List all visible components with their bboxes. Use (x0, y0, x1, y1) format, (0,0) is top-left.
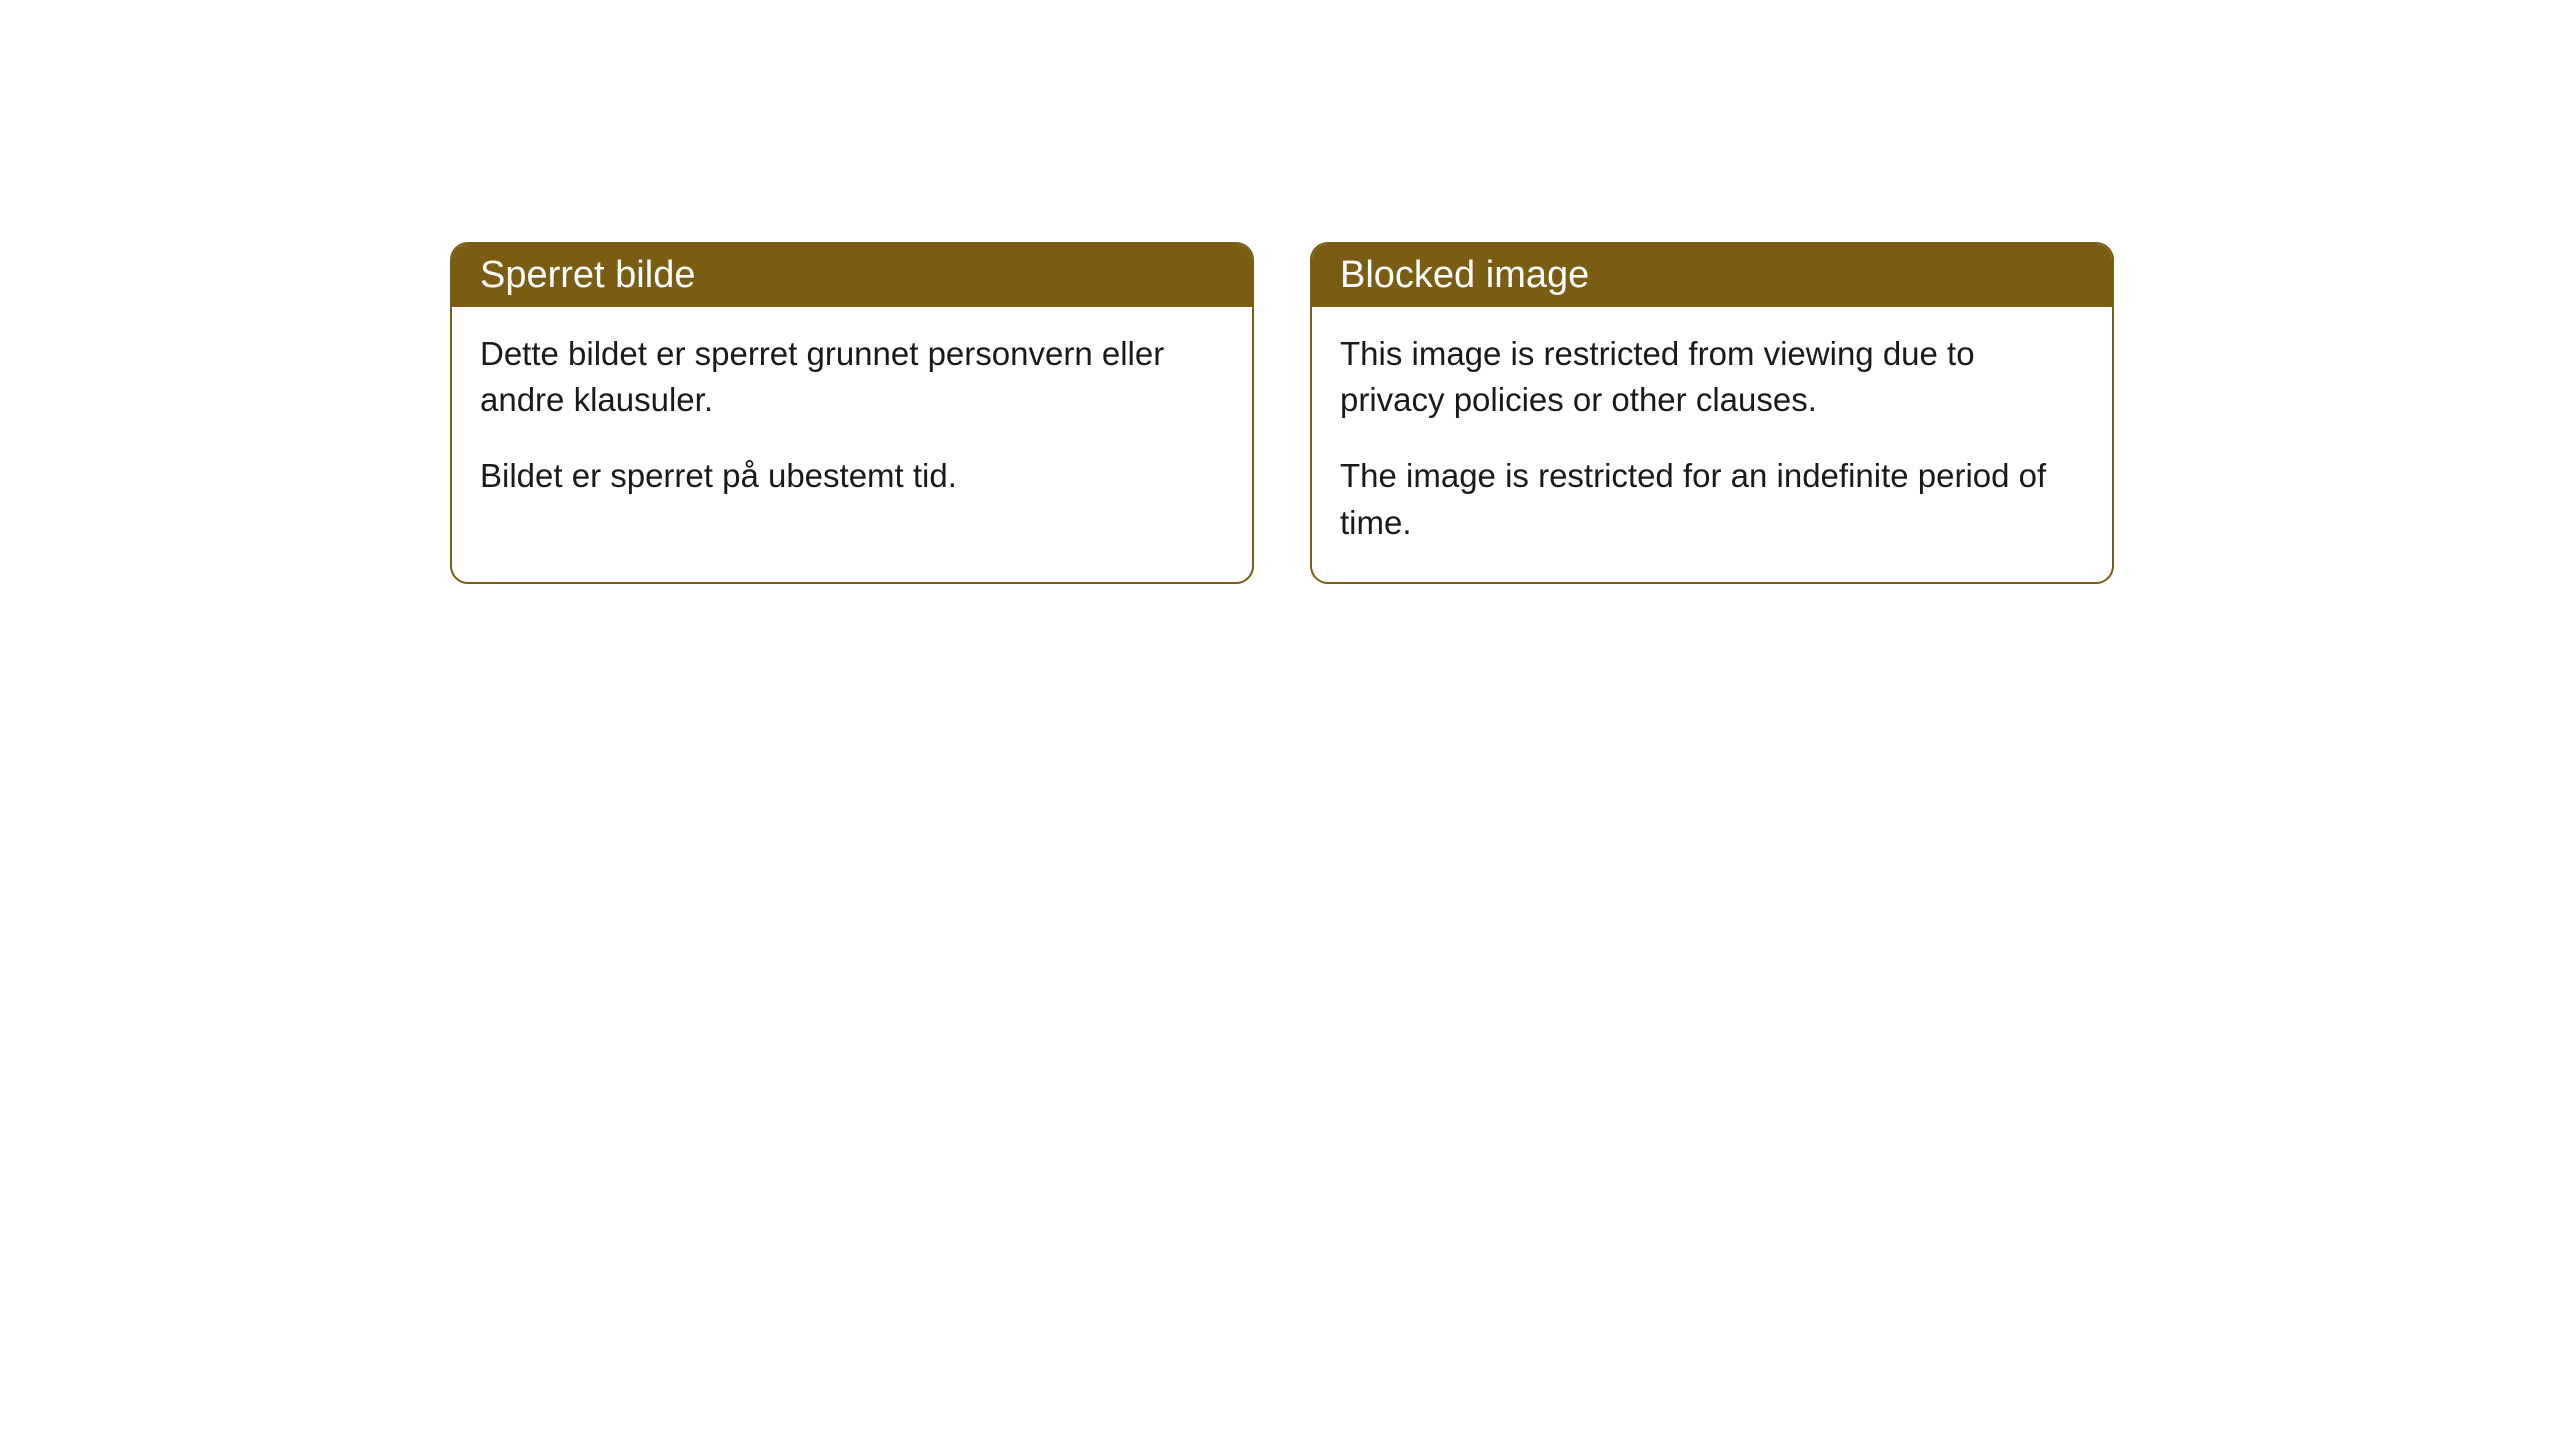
card-paragraph-2-norwegian: Bildet er sperret på ubestemt tid. (480, 453, 1224, 499)
card-paragraph-1-english: This image is restricted from viewing du… (1340, 331, 2084, 423)
card-paragraph-1-norwegian: Dette bildet er sperret grunnet personve… (480, 331, 1224, 423)
cards-container: Sperret bilde Dette bildet er sperret gr… (450, 242, 2114, 584)
card-norwegian: Sperret bilde Dette bildet er sperret gr… (450, 242, 1254, 584)
card-english: Blocked image This image is restricted f… (1310, 242, 2114, 584)
card-header-english: Blocked image (1312, 244, 2112, 307)
card-body-english: This image is restricted from viewing du… (1312, 307, 2112, 582)
card-paragraph-2-english: The image is restricted for an indefinit… (1340, 453, 2084, 545)
card-header-norwegian: Sperret bilde (452, 244, 1252, 307)
card-body-norwegian: Dette bildet er sperret grunnet personve… (452, 307, 1252, 536)
